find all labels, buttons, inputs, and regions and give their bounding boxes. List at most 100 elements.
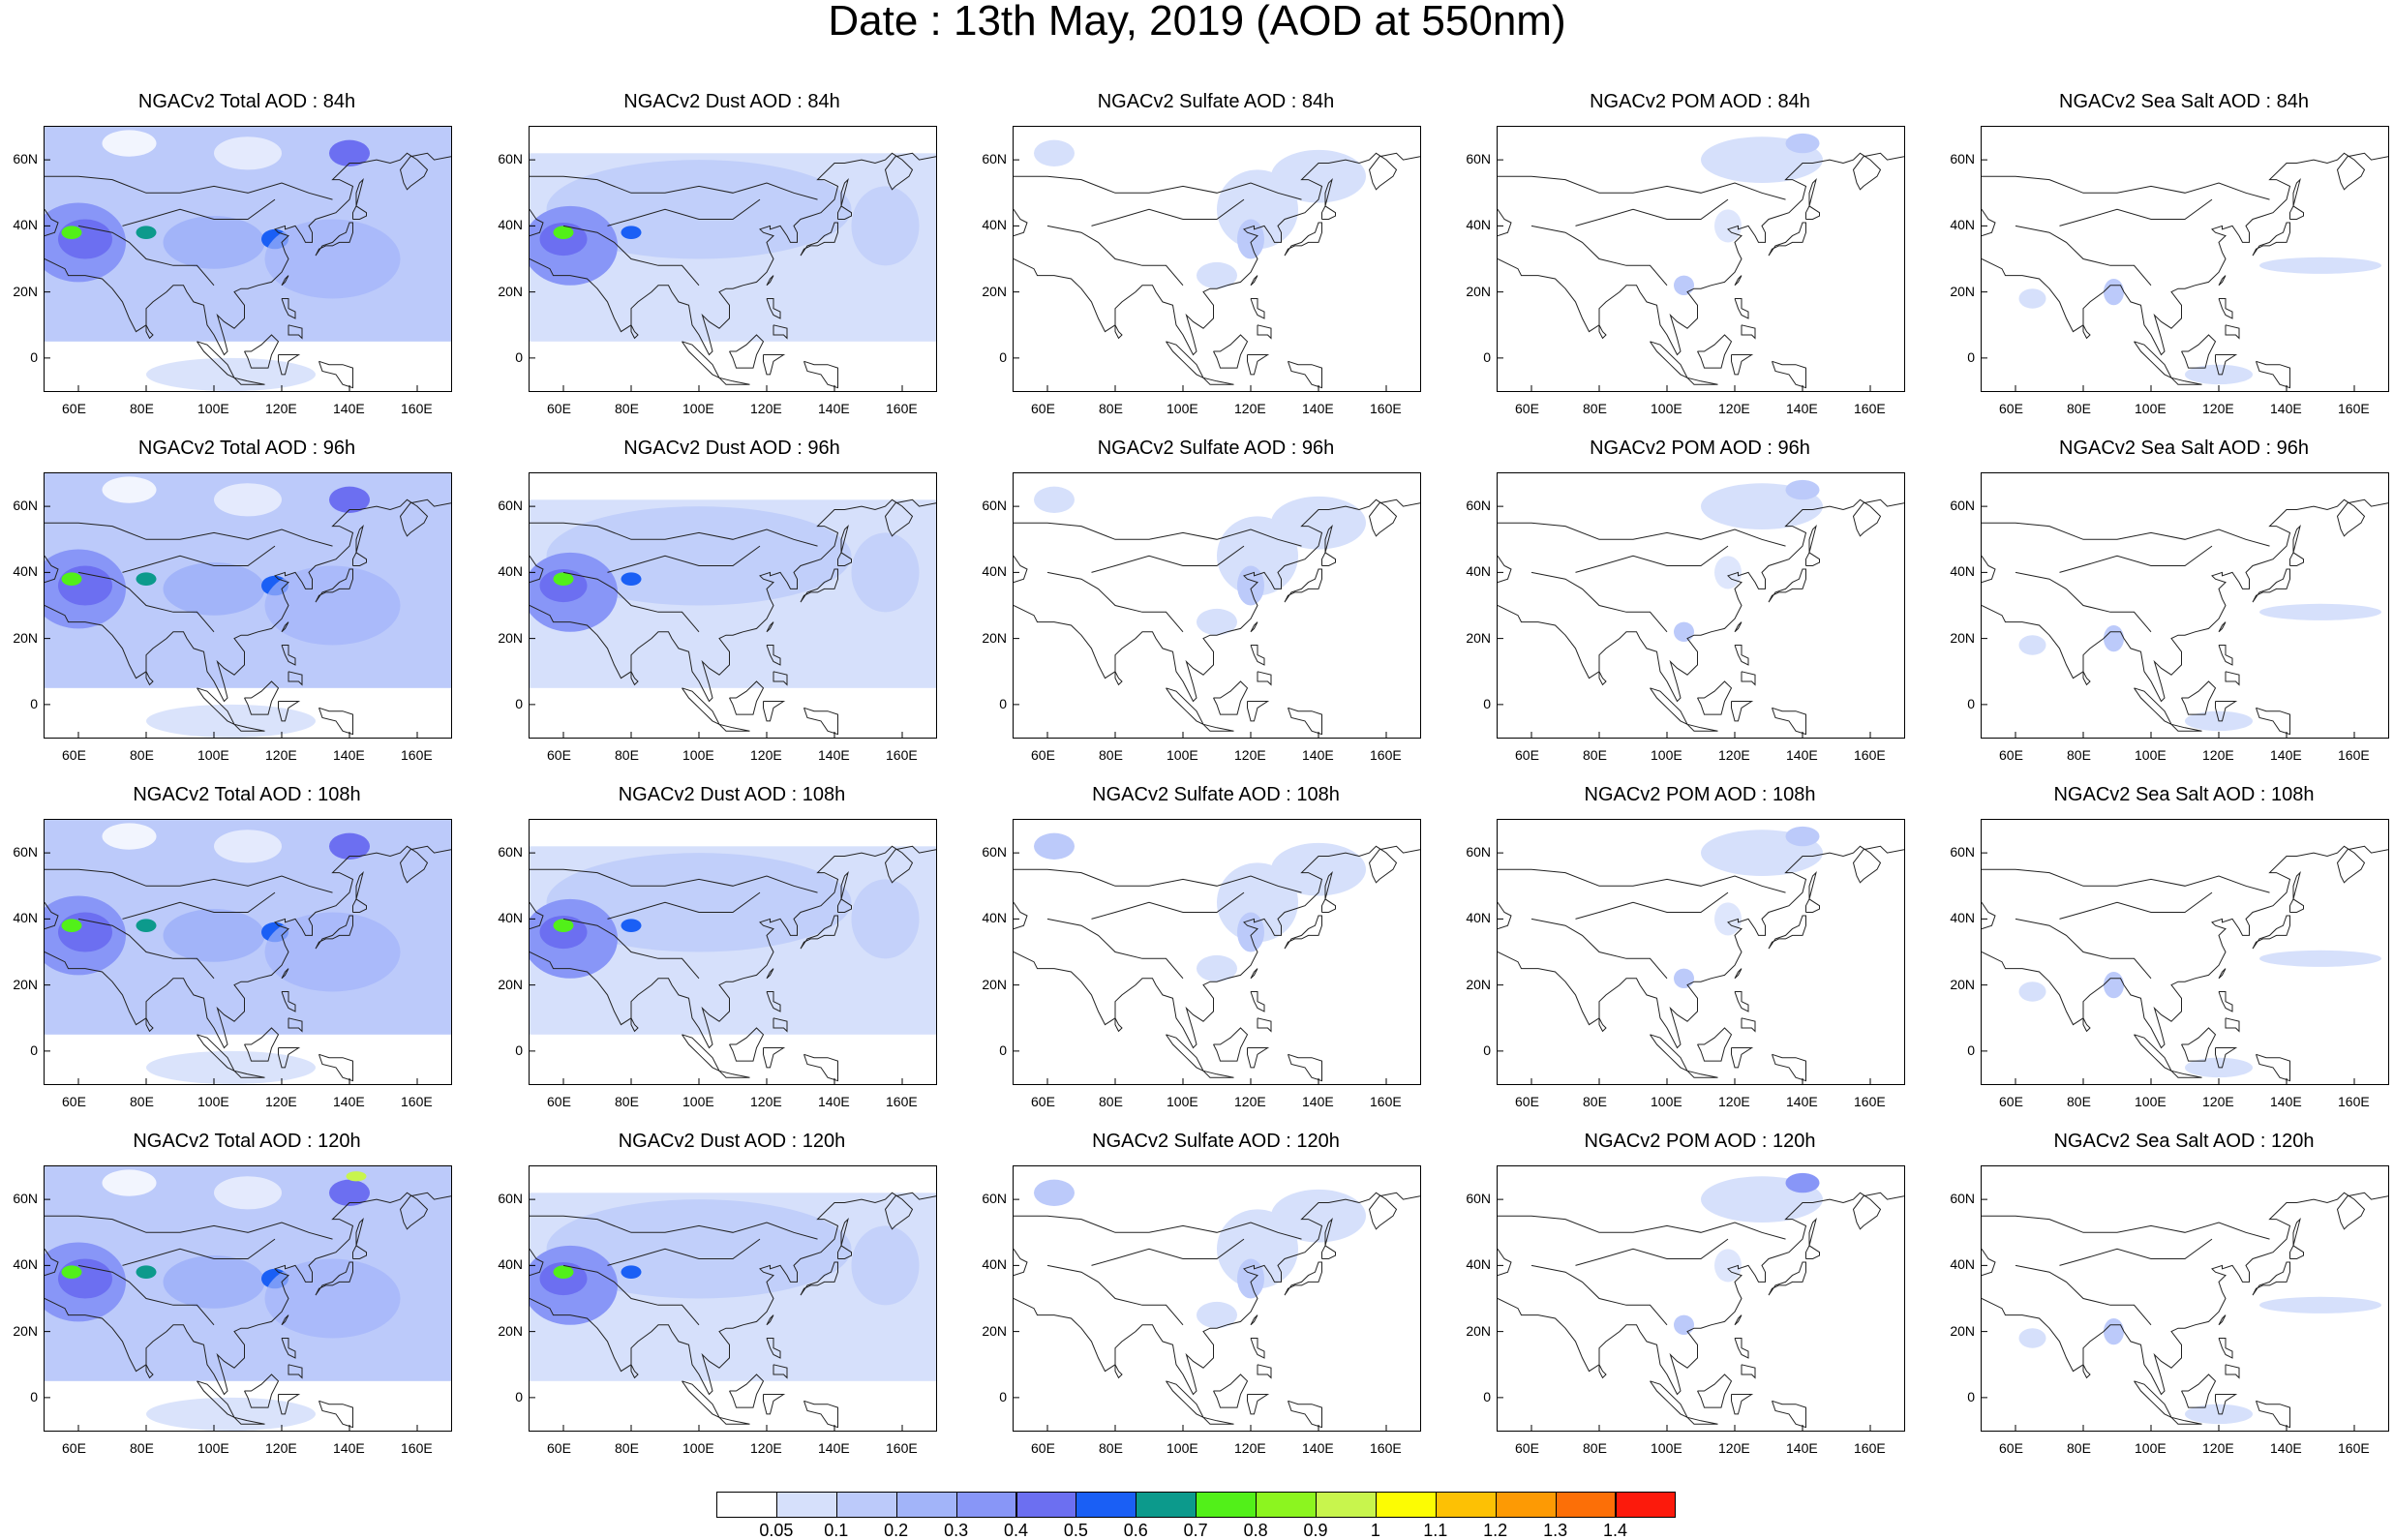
panel-title: NGACv2 POM AOD : 84h bbox=[1590, 91, 1810, 112]
coastline bbox=[562, 1264, 700, 1326]
aod-field-patch bbox=[2104, 624, 2124, 652]
colorbar-label: 1 bbox=[1370, 1521, 1380, 1540]
coastline bbox=[1014, 498, 1420, 703]
coastline bbox=[145, 1364, 154, 1379]
lat-tick-label: 60N bbox=[498, 151, 523, 167]
coastline bbox=[1014, 902, 1028, 930]
lon-tick-label: 120E bbox=[1718, 747, 1750, 763]
panel-title: NGACv2 Sea Salt AOD : 120h bbox=[2053, 1131, 2315, 1152]
lon-tick-label: 140E bbox=[333, 401, 365, 416]
lat-tick-label: 0 bbox=[515, 348, 523, 365]
lat-tick-label: 0 bbox=[1483, 1388, 1491, 1404]
lon-tick-label: 80E bbox=[130, 1440, 154, 1456]
colorbar-label: 0.9 bbox=[1303, 1521, 1328, 1540]
lat-tick-label: 0 bbox=[515, 1388, 523, 1404]
coastline bbox=[2256, 707, 2290, 736]
lon-tick-label: 140E bbox=[818, 1440, 850, 1456]
coastline bbox=[530, 902, 544, 930]
lat-tick-label: 40N bbox=[1466, 563, 1491, 580]
colorbar-swatch bbox=[1316, 1492, 1377, 1518]
lon-tick-label: 80E bbox=[1099, 747, 1123, 763]
colorbar-label: 1.2 bbox=[1483, 1521, 1508, 1540]
coastline bbox=[1014, 152, 1420, 356]
lat-tick-label: 40N bbox=[498, 1256, 523, 1273]
aod-field-patch bbox=[346, 1171, 367, 1182]
coastline bbox=[682, 1034, 721, 1072]
coastline bbox=[1284, 568, 1322, 603]
aod-field-patch bbox=[1197, 261, 1237, 289]
colorbar-label: 0.2 bbox=[884, 1521, 909, 1540]
lon-tick-label: 160E bbox=[2338, 401, 2370, 416]
lat-tick-label: 40N bbox=[13, 1256, 38, 1273]
coastline bbox=[1091, 891, 1245, 920]
lon-tick-label: 120E bbox=[1718, 401, 1750, 416]
coastline bbox=[2252, 915, 2290, 950]
map-panel bbox=[1981, 126, 2389, 392]
lon-tick-label: 80E bbox=[1099, 401, 1123, 416]
lon-tick-label: 60E bbox=[1031, 747, 1055, 763]
coastline bbox=[2225, 1017, 2240, 1033]
coastline bbox=[45, 522, 333, 547]
lon-tick-label: 140E bbox=[818, 1094, 850, 1109]
lon-tick-label: 100E bbox=[197, 747, 229, 763]
coastline bbox=[1498, 1249, 1512, 1277]
coastline bbox=[1498, 1215, 1786, 1240]
lat-tick-label: 40N bbox=[1950, 563, 1975, 580]
map-panel bbox=[44, 819, 452, 1085]
figure-title: Date : 13th May, 2019 (AOD at 550nm) bbox=[828, 0, 1566, 45]
coastline bbox=[1213, 334, 1249, 369]
coastline bbox=[281, 621, 289, 633]
lat-tick-label: 20N bbox=[1466, 976, 1491, 992]
aod-field-patch bbox=[1785, 133, 1820, 154]
coastline bbox=[1731, 701, 1754, 722]
coastline bbox=[2215, 354, 2238, 376]
map-canvas bbox=[1014, 486, 1420, 738]
aod-field-patch bbox=[539, 1261, 588, 1296]
lon-tick-label: 120E bbox=[265, 1440, 297, 1456]
lon-tick-label: 60E bbox=[1515, 747, 1539, 763]
coastline bbox=[1734, 645, 1749, 666]
map-panel bbox=[529, 472, 937, 739]
coastline bbox=[197, 1380, 236, 1419]
lon-tick-label: 160E bbox=[1854, 1440, 1886, 1456]
aod-field-patch bbox=[1785, 1172, 1820, 1193]
aod-field-patch bbox=[1237, 565, 1264, 606]
lon-tick-label: 100E bbox=[197, 1440, 229, 1456]
coastline bbox=[233, 1070, 265, 1078]
coastline bbox=[837, 1245, 852, 1259]
coastline bbox=[800, 222, 838, 257]
coastline bbox=[562, 225, 700, 287]
coastline bbox=[1498, 209, 1512, 237]
coastline bbox=[800, 568, 838, 603]
coastline bbox=[318, 360, 353, 389]
map-canvas bbox=[45, 127, 451, 391]
coastline bbox=[1734, 1314, 1742, 1326]
coastline bbox=[530, 522, 818, 547]
lon-tick-label: 140E bbox=[2270, 747, 2302, 763]
lat-tick-label: 0 bbox=[1483, 1042, 1491, 1058]
coastline bbox=[1257, 1017, 1272, 1033]
coastline bbox=[773, 1017, 788, 1033]
lat-tick-label: 40N bbox=[1950, 217, 1975, 233]
coastline bbox=[281, 645, 296, 666]
coastline bbox=[45, 845, 451, 1049]
lat-tick-label: 40N bbox=[1466, 217, 1491, 233]
coastline bbox=[1650, 1034, 1689, 1072]
coastline bbox=[1014, 1249, 1028, 1277]
lon-tick-label: 140E bbox=[333, 1440, 365, 1456]
lat-tick-label: 20N bbox=[13, 629, 38, 646]
coastline bbox=[1530, 1264, 1668, 1326]
coastline bbox=[1250, 298, 1265, 319]
map-canvas bbox=[1498, 1172, 1904, 1431]
coastline bbox=[1686, 377, 1718, 385]
lon-tick-label: 120E bbox=[2202, 747, 2234, 763]
coastline bbox=[1530, 571, 1668, 633]
coastline bbox=[763, 701, 786, 722]
aod-field-patch bbox=[1674, 1314, 1694, 1336]
aod-field-patch bbox=[146, 1050, 316, 1084]
aod-field-patch bbox=[1714, 902, 1742, 936]
lat-tick-label: 20N bbox=[982, 629, 1007, 646]
aod-field-patch bbox=[58, 219, 112, 259]
lat-tick-label: 40N bbox=[982, 217, 1007, 233]
coastline bbox=[2289, 205, 2304, 220]
